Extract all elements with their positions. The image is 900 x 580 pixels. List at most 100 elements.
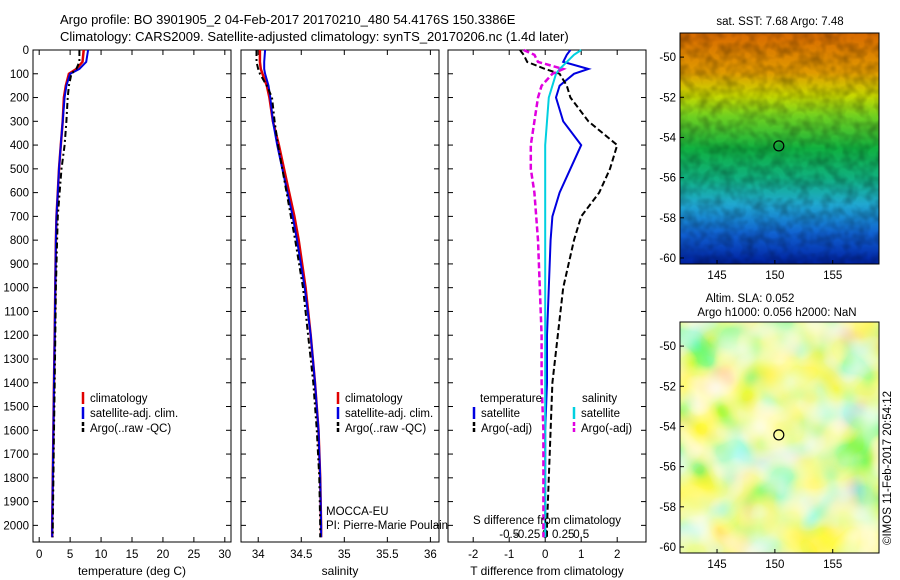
difference-panel: -2 -1 0 1 2-0.5-0.25 0 0.250.5 S difference fr… <box>447 48 647 578</box>
x-tick-label: -1 <box>504 549 514 561</box>
sst-map-panel: sat. SST: 7.68 Argo: 7.48 145 150 155 -50 -5… <box>659 16 880 282</box>
salinity-legend: climatology satellite-adj. clim. Argo(..… <box>336 392 433 435</box>
salinity-panel: 34 34.5 35 35.5 36 salinity climatology sate… <box>240 49 448 578</box>
map-x-tick-label: 150 <box>765 270 784 282</box>
salinity-argo-line <box>523 48 567 538</box>
map-y-tick-label: -56 <box>659 173 676 185</box>
legend-temperature-satellite: satellite <box>481 408 520 420</box>
depth-tick-label: 1100 <box>4 306 29 318</box>
sla-map-frame <box>679 321 880 554</box>
salinity-legend-item-satellite: satellite-adj. clim. <box>345 408 433 420</box>
x-tick-label: 25 <box>187 549 200 561</box>
salinity-axes-frame <box>240 49 440 543</box>
map-y-tick-label: -56 <box>659 462 676 474</box>
map-y-tick-label: -52 <box>659 381 676 393</box>
temperature-legend: climatology satellite-adj. clim. Argo(..… <box>81 392 178 435</box>
x-tick-label: -2 <box>468 549 478 561</box>
temperature-panel: 0100200300400500600700800900100011001200… <box>3 45 232 578</box>
legend-temperature-argo: Argo(-adj) <box>481 423 532 435</box>
depth-tick-label: 600 <box>10 188 29 200</box>
x-tick-label: 0 <box>542 549 548 561</box>
x-tick-label: 36 <box>424 549 437 561</box>
depth-tick-label: 1200 <box>3 330 29 342</box>
x-tick-label: 10 <box>95 549 108 561</box>
depth-tick-label: 0 <box>23 45 29 57</box>
x-tick-label: 0 <box>36 549 42 561</box>
map-x-tick-label: 150 <box>765 559 784 571</box>
temperature-legend-item-climatology: climatology <box>90 393 148 405</box>
sst-map-title: sat. SST: 7.68 Argo: 7.48 <box>716 16 843 28</box>
salinity-legend-item-argo: Argo(..raw -QC) <box>345 423 426 435</box>
depth-tick-label: 500 <box>10 164 29 176</box>
depth-tick-label: 700 <box>10 211 29 223</box>
temperature-xlabel: temperature (deg C) <box>78 564 186 578</box>
s-difference-xlabel: S difference from climatology <box>473 515 621 527</box>
depth-tick-label: 1700 <box>3 449 29 461</box>
imos-credit: ©IMOS 11-Feb-2017 20:54:12 <box>882 391 894 545</box>
depth-tick-label: 1600 <box>3 425 29 437</box>
sst-texture <box>680 33 879 264</box>
sla-map-panel: Altim. SLA: 0.052 Argo h1000: 0.056 h200… <box>659 293 880 571</box>
s-tick-label: -0.25 <box>514 529 540 541</box>
sla-map-title-2: Argo h1000: 0.056 h2000: NaN <box>697 307 856 319</box>
depth-tick-label: 2000 <box>3 520 29 532</box>
header-line-1: Argo profile: BO 3901905_2 04-Feb-2017 2… <box>60 12 516 27</box>
map-y-tick-label: -58 <box>659 213 676 225</box>
map-y-tick-label: -54 <box>659 421 676 433</box>
map-y-tick-label: -54 <box>659 132 676 144</box>
legend-temperature-title: temperature <box>480 393 542 405</box>
depth-tick-label: 200 <box>10 93 29 105</box>
legend-salinity-argo: Argo(-adj) <box>581 423 632 435</box>
x-tick-label: 15 <box>126 549 139 561</box>
x-tick-label: 5 <box>67 549 73 561</box>
map-y-tick-label: -58 <box>659 502 676 514</box>
argo-line <box>51 50 81 538</box>
depth-tick-label: 400 <box>10 140 29 152</box>
platform-annotation: MOCCA-EU <box>326 506 389 518</box>
map-y-tick-label: -60 <box>659 542 676 554</box>
depth-tick-label: 100 <box>10 69 29 81</box>
map-x-tick-label: 155 <box>823 559 842 571</box>
depth-tick-label: 1400 <box>3 378 29 390</box>
salinity-xlabel: salinity <box>322 564 359 578</box>
legend-salinity-satellite: satellite <box>581 408 620 420</box>
depth-tick-label: 1800 <box>3 473 29 485</box>
argo-line <box>255 50 322 538</box>
x-tick-label: 34.5 <box>290 549 312 561</box>
x-tick-label: 1 <box>578 549 584 561</box>
map-y-tick-label: -50 <box>659 341 676 353</box>
temperature-legend-item-argo: Argo(..raw -QC) <box>90 423 171 435</box>
sst-map-frame <box>679 32 880 265</box>
s-tick-label: -0.5 <box>499 529 519 541</box>
depth-tick-label: 300 <box>10 116 29 128</box>
depth-tick-label: 900 <box>10 259 29 271</box>
map-x-tick-label: 155 <box>823 270 842 282</box>
depth-tick-label: 1300 <box>3 354 29 366</box>
x-tick-label: 34 <box>252 549 265 561</box>
depth-tick-label: 1900 <box>3 497 29 509</box>
t-difference-xlabel: T difference from climatology <box>470 564 624 578</box>
sla-field <box>680 322 879 553</box>
pi-annotation: PI: Pierre-Marie Poulain <box>326 520 448 532</box>
depth-tick-label: 800 <box>10 235 29 247</box>
argo-location-marker-sst <box>773 140 785 152</box>
map-x-tick-label: 145 <box>707 559 726 571</box>
x-tick-label: 35 <box>338 549 351 561</box>
map-y-tick-label: -52 <box>659 92 676 104</box>
map-y-tick-label: -60 <box>659 253 676 265</box>
argo-location-marker-sla <box>773 429 785 441</box>
x-tick-label: 20 <box>157 549 170 561</box>
difference-legend: temperature satellite Argo(-adj) salinit… <box>472 393 632 435</box>
header-line-2: Climatology: CARS2009. Satellite-adjuste… <box>60 29 569 44</box>
s-tick-label: 0.5 <box>573 529 589 541</box>
satellite-line <box>263 49 323 538</box>
salinity-legend-item-climatology: climatology <box>345 393 403 405</box>
x-tick-label: 30 <box>218 549 231 561</box>
depth-tick-label: 1000 <box>3 283 29 295</box>
map-y-tick-label: -50 <box>659 52 676 64</box>
map-x-tick-label: 145 <box>707 270 726 282</box>
x-tick-label: 2 <box>614 549 620 561</box>
sla-map-title-1: Altim. SLA: 0.052 <box>706 293 795 305</box>
